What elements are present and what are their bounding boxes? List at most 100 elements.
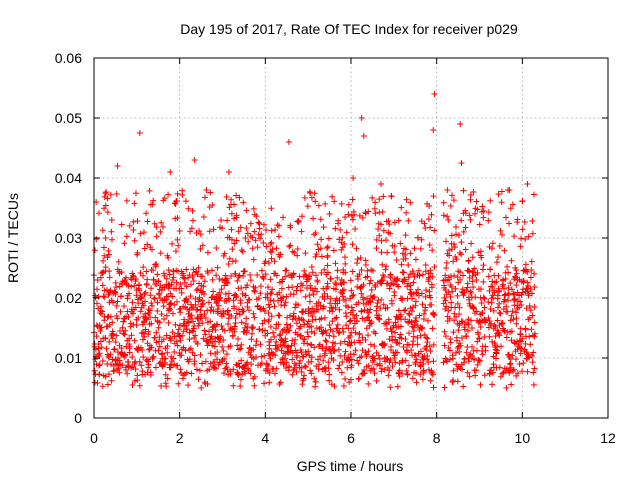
data-point <box>257 341 264 348</box>
data-point <box>338 200 345 207</box>
data-point <box>412 361 419 368</box>
data-point <box>240 199 247 206</box>
data-point <box>206 228 213 235</box>
data-point <box>325 365 332 372</box>
data-point <box>457 276 464 283</box>
data-point <box>402 251 409 258</box>
x-tick-label: 0 <box>90 430 98 446</box>
data-point <box>496 364 503 371</box>
data-point <box>150 267 157 274</box>
data-point <box>441 282 448 289</box>
data-point <box>237 383 244 390</box>
data-point <box>358 307 365 314</box>
data-point <box>272 352 279 359</box>
data-point <box>324 283 331 290</box>
data-point <box>485 273 492 280</box>
data-point <box>503 334 510 341</box>
data-point <box>222 272 229 279</box>
data-point <box>491 289 498 296</box>
data-point <box>301 321 308 328</box>
data-point <box>516 360 523 367</box>
data-point <box>231 305 238 312</box>
data-point <box>454 300 461 307</box>
data-point <box>286 243 293 250</box>
data-point <box>337 226 344 233</box>
data-point <box>513 270 520 277</box>
data-point <box>156 319 163 326</box>
data-point <box>368 318 375 325</box>
data-point <box>107 191 114 198</box>
data-point <box>416 312 423 319</box>
data-point <box>167 169 174 175</box>
data-point <box>252 354 259 361</box>
data-point <box>391 292 398 299</box>
data-point <box>139 368 146 375</box>
data-point <box>341 338 348 345</box>
data-point <box>362 336 369 343</box>
data-point <box>339 293 346 300</box>
data-point <box>280 214 287 221</box>
data-point <box>331 383 338 390</box>
data-point <box>417 371 424 378</box>
data-point <box>500 285 507 292</box>
data-point <box>187 345 194 352</box>
data-point <box>166 306 173 313</box>
data-point <box>528 258 535 265</box>
data-point <box>155 347 162 354</box>
data-point <box>201 310 208 317</box>
data-point <box>114 298 121 305</box>
data-point <box>190 277 197 284</box>
data-point <box>317 245 324 252</box>
data-point <box>365 348 372 355</box>
data-point <box>450 329 457 336</box>
data-point <box>257 235 264 242</box>
data-point <box>209 201 216 208</box>
data-point <box>329 343 336 350</box>
data-point <box>359 214 366 221</box>
data-point <box>468 240 475 247</box>
data-point <box>403 196 410 203</box>
data-point <box>123 197 130 204</box>
data-point <box>165 319 172 326</box>
data-point <box>111 346 118 353</box>
data-point <box>463 349 470 356</box>
data-point <box>530 381 537 388</box>
data-point <box>485 217 492 224</box>
data-point <box>407 199 414 206</box>
data-point <box>465 316 472 323</box>
data-point <box>441 342 448 349</box>
data-point <box>495 330 502 337</box>
data-point <box>349 216 356 223</box>
data-point <box>187 228 194 235</box>
data-point <box>147 292 154 299</box>
data-point <box>414 322 421 329</box>
data-point <box>252 284 259 291</box>
data-point <box>177 281 184 288</box>
data-point <box>445 217 452 224</box>
data-point <box>309 269 316 276</box>
data-point <box>337 340 344 347</box>
data-point <box>217 294 224 301</box>
data-point <box>528 266 535 273</box>
data-point <box>111 367 118 374</box>
data-point <box>329 328 336 335</box>
data-point <box>196 367 203 374</box>
data-point <box>260 221 267 228</box>
data-point <box>253 338 260 345</box>
data-point <box>257 290 264 297</box>
data-point <box>154 271 161 278</box>
data-point <box>287 349 294 356</box>
data-point <box>209 342 216 349</box>
y-tick-label: 0.06 <box>55 50 82 66</box>
data-point <box>380 193 387 200</box>
data-point <box>91 247 98 254</box>
data-point <box>357 254 364 261</box>
data-point <box>212 326 219 333</box>
data-point <box>380 227 387 234</box>
data-point <box>228 226 235 233</box>
data-point <box>105 251 112 258</box>
data-point <box>214 356 221 363</box>
data-point <box>463 333 470 340</box>
data-point <box>522 325 529 332</box>
data-point <box>400 269 407 276</box>
